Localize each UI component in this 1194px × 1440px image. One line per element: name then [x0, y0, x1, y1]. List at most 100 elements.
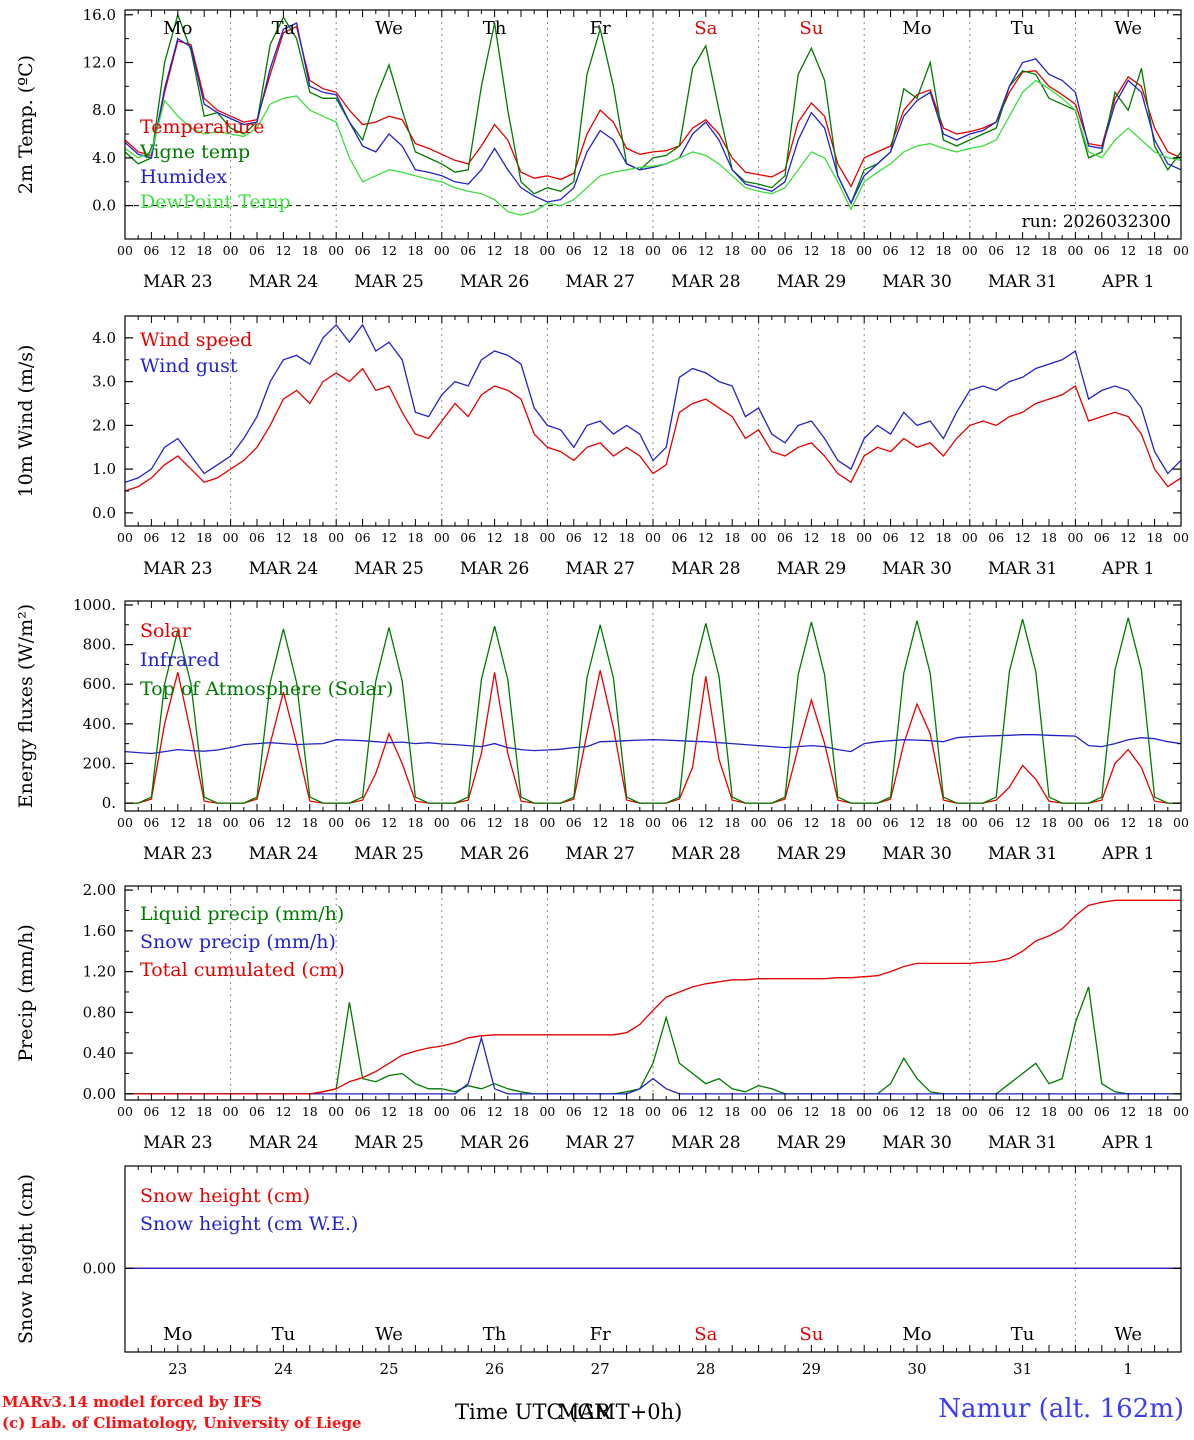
svg-text:18: 18 — [1041, 815, 1057, 830]
svg-text:12: 12 — [275, 815, 291, 830]
svg-text:18: 18 — [196, 243, 212, 258]
svg-text:2.0: 2.0 — [92, 416, 116, 434]
series-top-of-atmosphere-solar- — [125, 617, 1181, 804]
svg-text:23: 23 — [168, 1360, 187, 1378]
svg-text:18: 18 — [196, 530, 212, 545]
svg-text:06: 06 — [883, 815, 899, 830]
svg-text:8.0: 8.0 — [92, 101, 116, 119]
svg-text:MAR 30: MAR 30 — [882, 559, 952, 579]
svg-text:06: 06 — [249, 815, 265, 830]
svg-text:MAR 26: MAR 26 — [460, 272, 530, 292]
svg-text:28: 28 — [696, 1360, 715, 1378]
svg-text:MAR 31: MAR 31 — [988, 272, 1058, 292]
svg-text:06: 06 — [355, 815, 371, 830]
svg-text:12: 12 — [909, 1104, 925, 1119]
svg-text:12: 12 — [170, 815, 186, 830]
time-axis-title-text: Time UTC (GMT+0h) — [455, 1400, 683, 1424]
svg-text:00: 00 — [117, 530, 133, 545]
model-credit: MARv3.14 model forced by IFS (c) Lab. of … — [2, 1392, 362, 1434]
svg-text:31: 31 — [1013, 1360, 1032, 1378]
svg-text:00: 00 — [856, 1104, 872, 1119]
svg-text:00: 00 — [117, 815, 133, 830]
svg-text:06: 06 — [883, 1104, 899, 1119]
svg-text:Temperature: Temperature — [140, 116, 264, 138]
svg-text:Precip (mm/h): Precip (mm/h) — [15, 924, 37, 1062]
svg-text:18: 18 — [619, 1104, 635, 1119]
svg-text:12: 12 — [1015, 530, 1031, 545]
series-vigne-temp — [124, 12, 1182, 205]
svg-text:00: 00 — [1067, 243, 1083, 258]
svg-text:MAR 25: MAR 25 — [354, 1133, 424, 1153]
svg-text:MAR 26: MAR 26 — [460, 844, 530, 864]
svg-text:30: 30 — [907, 1360, 926, 1378]
svg-text:06: 06 — [143, 1104, 159, 1119]
svg-text:24: 24 — [274, 1360, 293, 1378]
svg-text:16.0: 16.0 — [83, 6, 116, 24]
svg-text:DewPoint Temp: DewPoint Temp — [140, 191, 291, 213]
svg-text:APR 1: APR 1 — [1101, 1133, 1155, 1153]
svg-text:Wind speed: Wind speed — [140, 329, 252, 351]
svg-text:18: 18 — [513, 815, 529, 830]
svg-text:06: 06 — [355, 530, 371, 545]
svg-text:00: 00 — [117, 1104, 133, 1119]
svg-text:18: 18 — [302, 530, 318, 545]
svg-text:06: 06 — [143, 815, 159, 830]
svg-text:12: 12 — [803, 243, 819, 258]
svg-text:06: 06 — [988, 815, 1004, 830]
svg-text:400.: 400. — [83, 715, 116, 733]
series-infrared — [124, 734, 1182, 755]
svg-text:We: We — [1114, 1324, 1142, 1345]
svg-text:MAR 28: MAR 28 — [671, 272, 741, 292]
svg-text:18: 18 — [513, 1104, 529, 1119]
svg-text:12: 12 — [1120, 530, 1136, 545]
svg-text:00: 00 — [751, 1104, 767, 1119]
svg-text:12: 12 — [381, 530, 397, 545]
svg-text:00: 00 — [328, 530, 344, 545]
svg-text:4.0: 4.0 — [92, 329, 116, 347]
svg-text:18: 18 — [302, 815, 318, 830]
svg-text:APR 1: APR 1 — [1101, 559, 1155, 579]
footer: MARv3.14 model forced by IFS (c) Lab. of … — [0, 1390, 1194, 1440]
svg-text:0.40: 0.40 — [83, 1044, 116, 1062]
svg-text:06: 06 — [355, 243, 371, 258]
svg-text:Snow height (cm W.E.): Snow height (cm W.E.) — [140, 1213, 358, 1235]
svg-text:18: 18 — [1041, 243, 1057, 258]
svg-text:18: 18 — [724, 1104, 740, 1119]
svg-text:06: 06 — [1094, 530, 1110, 545]
svg-text:00: 00 — [645, 243, 661, 258]
svg-text:MAR 23: MAR 23 — [143, 844, 213, 864]
svg-text:Sa: Sa — [694, 1324, 717, 1345]
svg-text:06: 06 — [355, 1104, 371, 1119]
svg-text:12: 12 — [909, 815, 925, 830]
svg-text:06: 06 — [566, 530, 582, 545]
svg-text:00: 00 — [751, 815, 767, 830]
svg-text:Th: Th — [483, 1324, 507, 1345]
energy-flux-panel: 0. 200. 400. 600. 800. 1000. 00 06 12 18 00 06 12 18 0… — [15, 596, 1189, 864]
svg-text:MAR 27: MAR 27 — [565, 1133, 635, 1153]
svg-text:00: 00 — [434, 1104, 450, 1119]
svg-text:Fr: Fr — [590, 1324, 611, 1345]
svg-text:Total cumulated (cm): Total cumulated (cm) — [140, 959, 345, 981]
svg-text:00: 00 — [645, 1104, 661, 1119]
svg-text:Tu: Tu — [272, 1324, 296, 1345]
svg-text:Th: Th — [483, 18, 507, 39]
svg-text:06: 06 — [566, 815, 582, 830]
svg-text:12: 12 — [698, 530, 714, 545]
svg-text:06: 06 — [1094, 243, 1110, 258]
svg-text:18: 18 — [513, 243, 529, 258]
svg-text:00: 00 — [223, 530, 239, 545]
svg-text:4.0: 4.0 — [92, 149, 116, 167]
svg-text:18: 18 — [1147, 243, 1163, 258]
svg-text:00: 00 — [539, 530, 555, 545]
svg-text:MAR 26: MAR 26 — [460, 559, 530, 579]
svg-text:00: 00 — [856, 243, 872, 258]
svg-text:0.80: 0.80 — [83, 1003, 116, 1021]
svg-text:MAR 24: MAR 24 — [249, 559, 319, 579]
svg-text:18: 18 — [935, 815, 951, 830]
svg-text:18: 18 — [407, 1104, 423, 1119]
svg-text:MAR 27: MAR 27 — [565, 559, 635, 579]
svg-text:18: 18 — [302, 243, 318, 258]
svg-text:00: 00 — [328, 1104, 344, 1119]
svg-text:Fr: Fr — [590, 18, 611, 39]
